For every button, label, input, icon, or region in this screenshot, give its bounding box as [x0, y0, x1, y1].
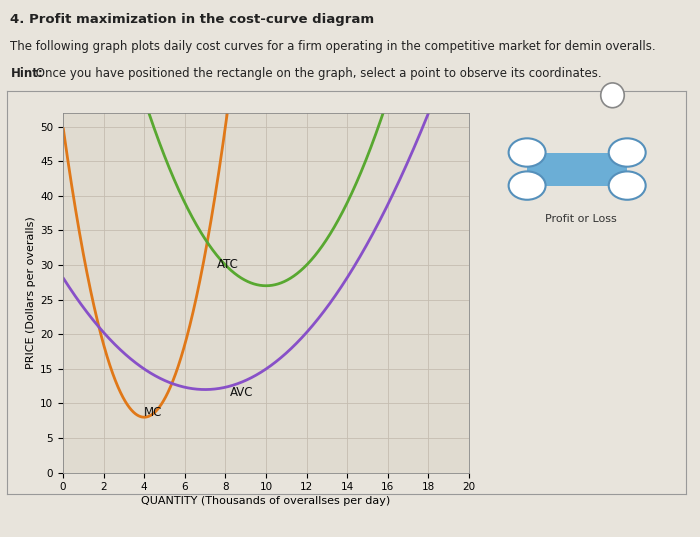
Circle shape	[601, 83, 624, 108]
X-axis label: QUANTITY (Thousands of overallses per day): QUANTITY (Thousands of overallses per da…	[141, 496, 391, 506]
Text: Profit or Loss: Profit or Loss	[545, 214, 617, 224]
Text: AVC: AVC	[230, 387, 253, 400]
Text: ATC: ATC	[217, 258, 239, 271]
Circle shape	[609, 171, 645, 200]
Text: Once you have positioned the rectangle on the graph, select a point to observe i: Once you have positioned the rectangle o…	[32, 67, 601, 80]
Text: ?: ?	[610, 90, 615, 100]
Text: MC: MC	[144, 406, 162, 419]
Text: 4. Profit maximization in the cost-curve diagram: 4. Profit maximization in the cost-curve…	[10, 13, 374, 26]
FancyBboxPatch shape	[527, 153, 627, 186]
Circle shape	[609, 139, 645, 166]
Circle shape	[509, 171, 545, 200]
Text: Hint:: Hint:	[10, 67, 43, 80]
Circle shape	[509, 139, 545, 166]
Text: The following graph plots daily cost curves for a firm operating in the competit: The following graph plots daily cost cur…	[10, 40, 656, 53]
Y-axis label: PRICE (Dollars per overalls): PRICE (Dollars per overalls)	[26, 216, 36, 369]
